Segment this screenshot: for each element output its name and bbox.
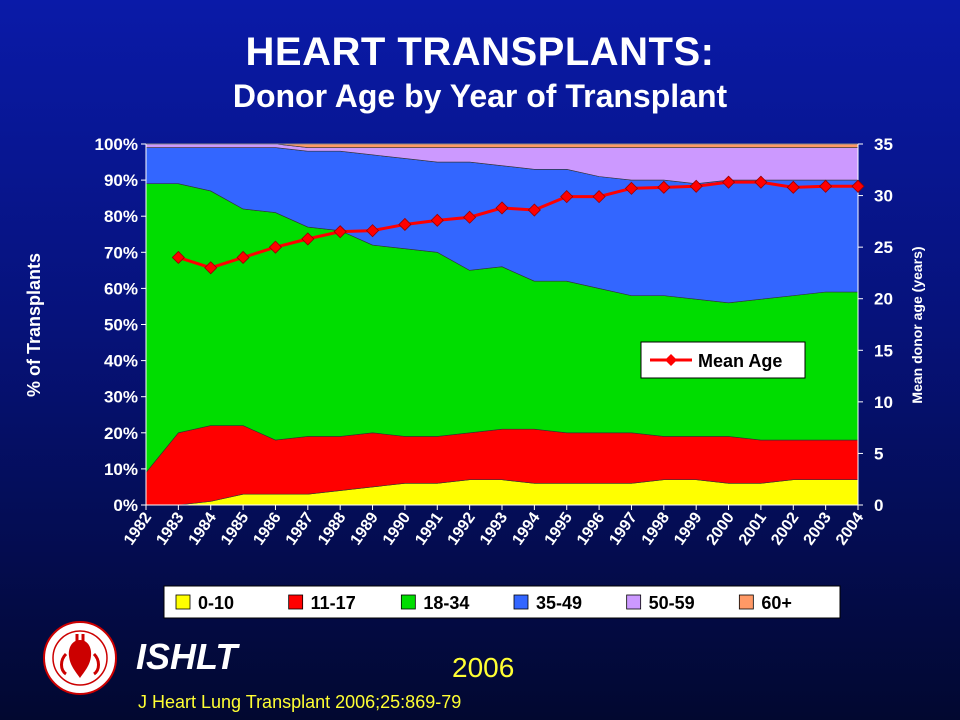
mean-age-legend: Mean Age [640,341,806,379]
x-tick-label: 1993 [477,509,511,548]
legend-swatch-50-59 [626,594,642,610]
legend-swatch-18-34 [400,594,416,610]
x-tick-label: 2000 [703,509,737,548]
mean-age-marker [301,232,315,246]
left-tick-label: 40% [104,352,138,371]
left-tick-label: 100% [95,135,138,154]
mean-age-marker [592,190,606,204]
mean-age-marker [657,180,671,194]
mean-age-marker [430,213,444,227]
mean-age-legend-marker [665,354,677,366]
right-tick-label: 0 [874,496,883,515]
left-tick-label: 80% [104,207,138,226]
right-tick-label: 20 [874,290,893,309]
slide-title: HEART TRANSPLANTS: [245,30,715,74]
stacked-areas [145,143,859,506]
left-tick-label: 60% [104,279,138,298]
legend-label-11-17: 11-17 [311,593,356,613]
x-tick-label: 1992 [445,509,479,548]
left-tick-label: 50% [104,316,138,335]
mean-age-marker [333,225,347,239]
mean-age-marker [689,179,703,193]
series-legend-box [163,585,841,619]
x-tick-label: 2004 [833,509,867,548]
x-tick-label: 2002 [768,509,802,548]
x-tick-label: 1987 [283,509,317,548]
x-tick-label: 1996 [574,509,608,548]
x-tick-label: 1988 [315,509,349,548]
x-tick-label: 1984 [186,509,220,548]
mean-age-marker [819,179,833,193]
mean-age-marker [365,224,380,238]
x-axis: 1982198319841985198619871988198919901991… [121,504,867,548]
x-tick-label: 1986 [250,509,284,548]
left-tick-label: 70% [104,243,138,262]
right-tick-label: 10 [874,393,893,412]
organization-name: ISHLT [136,636,238,677]
x-tick-label: 1998 [639,509,673,548]
mean-age-line [171,175,865,275]
x-tick-label: 1997 [606,509,640,548]
x-tick-label: 1983 [153,509,187,548]
mean-age-marker [236,250,250,265]
citation: J Heart Lung Transplant 2006;25:869-79 [138,692,462,712]
mean-age-marker [624,181,639,195]
legend-label-18-34: 18-34 [423,593,469,613]
ishlt-society-seal-icon [42,620,118,696]
legend-swatch-60+ [738,594,754,610]
left-tick-label: 20% [104,424,138,443]
left-tick-label: 90% [104,171,138,190]
left-axis-title: % of Transplants [24,253,44,397]
x-tick-label: 2001 [736,509,770,548]
mean-age-marker [268,240,283,254]
x-tick-label: 1982 [121,509,155,548]
mean-age-marker [786,180,800,194]
series-legend: 0-10 11-17 18-34 35-49 50-59 60+ [163,585,841,619]
mean-age-marker [754,175,768,189]
x-tick-label: 1994 [509,509,543,548]
right-tick-label: 5 [874,444,883,463]
mean-age-marker [560,190,574,204]
legend-label-0-10: 0-10 [198,593,234,613]
right-tick-label: 35 [874,135,893,154]
mean-age-legend-label: Mean Age [698,351,782,371]
legend-label-50-59: 50-59 [649,593,695,613]
left-axis: 0% 10% 20% 30% 40% 50% 60% 70% 80% 90% 100% % of Tr… [24,135,147,515]
x-tick-label: 1989 [347,509,381,548]
legend-swatch-35-49 [513,594,529,610]
left-tick-label: 10% [104,460,138,479]
x-tick-label: 1991 [412,509,446,548]
x-tick-label: 2003 [801,509,835,548]
mean-age-marker [851,179,865,193]
legend-swatch-11-17 [288,594,304,610]
right-axis: 0 5 10 15 20 25 30 35 Mean donor age (years) [857,135,925,515]
right-tick-label: 15 [874,341,893,360]
mean-age-polyline [177,180,858,270]
mean-age-marker [171,250,185,265]
slide-subtitle: Donor Age by Year of Transplant [232,78,728,114]
x-tick-label: 1995 [542,509,576,548]
legend-swatch-0-10 [175,594,191,610]
right-tick-label: 30 [874,187,893,206]
mean-age-marker [527,203,541,217]
legend-label-60+: 60+ [761,593,792,613]
mean-age-marker [204,261,218,275]
right-axis-title: Mean donor age (years) [909,246,925,403]
left-tick-label: 0% [113,496,138,515]
x-tick-label: 1999 [671,509,705,548]
legend-label-35-49: 35-49 [536,593,582,613]
mean-age-marker [398,217,412,232]
left-tick-label: 30% [104,388,138,407]
x-tick-label: 1985 [218,509,252,548]
mean-age-marker [721,175,736,189]
slide-year: 2006 [452,652,515,683]
mean-age-marker [495,201,509,215]
right-tick-label: 25 [874,238,893,257]
x-tick-label: 1990 [380,509,414,548]
mean-age-marker [463,210,477,224]
